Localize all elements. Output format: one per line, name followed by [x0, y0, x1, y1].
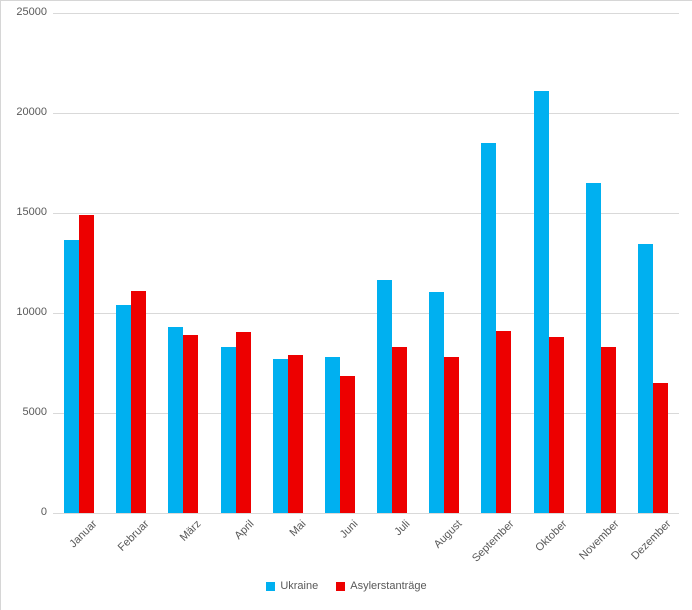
bar-ukraine-september[interactable]	[481, 143, 497, 513]
bar-group-juni	[314, 13, 366, 513]
bar-ukraine-dezember[interactable]	[637, 244, 653, 513]
bar-ukraine-juni[interactable]	[324, 357, 340, 513]
plot-area	[53, 13, 679, 514]
bar-ukraine-märz[interactable]	[168, 327, 184, 513]
bar-ukraine-juli[interactable]	[377, 280, 393, 513]
legend-swatch-icon	[336, 581, 346, 591]
gridline	[53, 213, 679, 214]
gridline	[53, 413, 679, 414]
bar-group-juli	[366, 13, 418, 513]
x-tick-label-januar: Januar	[67, 518, 100, 551]
gridline	[53, 313, 679, 314]
x-axis-line	[53, 513, 679, 514]
bar-group-april	[210, 13, 262, 513]
y-tick-label: 10000	[16, 306, 47, 318]
bar-asylerstanträge-februar[interactable]	[131, 291, 147, 513]
legend: Ukraine Asylerstanträge	[1, 580, 692, 592]
y-tick-label: 20000	[16, 106, 47, 118]
gridline	[53, 13, 679, 14]
bar-asylerstanträge-april[interactable]	[235, 332, 251, 513]
bar-asylerstanträge-januar[interactable]	[79, 215, 95, 513]
bar-groups	[53, 13, 679, 513]
bar-ukraine-oktober[interactable]	[533, 91, 549, 513]
bar-asylerstanträge-mai[interactable]	[287, 355, 303, 513]
bar-asylerstanträge-märz[interactable]	[183, 335, 199, 513]
y-tick-label: 15000	[16, 206, 47, 218]
bar-group-mai	[262, 13, 314, 513]
bar-group-januar	[53, 13, 105, 513]
bar-asylerstanträge-oktober[interactable]	[548, 337, 564, 513]
bar-ukraine-mai[interactable]	[272, 359, 288, 513]
bar-ukraine-januar[interactable]	[64, 240, 80, 513]
gridline	[53, 113, 679, 114]
legend-item-ukraine[interactable]: Ukraine	[266, 580, 318, 592]
legend-label: Ukraine	[280, 580, 319, 592]
y-tick-label: 5000	[22, 406, 47, 418]
legend-swatch-icon	[266, 581, 276, 591]
bar-ukraine-april[interactable]	[220, 347, 236, 513]
bar-group-november	[575, 13, 627, 513]
bar-group-märz	[157, 13, 209, 513]
legend-item-asylerstanträge[interactable]: Asylerstanträge	[336, 580, 427, 592]
bar-asylerstanträge-dezember[interactable]	[652, 383, 668, 513]
bar-group-september	[470, 13, 522, 513]
y-tick-label: 25000	[16, 6, 47, 18]
bar-asylerstanträge-juni[interactable]	[339, 376, 355, 513]
bar-ukraine-februar[interactable]	[116, 305, 132, 513]
bar-group-dezember	[627, 13, 679, 513]
legend-label: Asylerstanträge	[350, 580, 427, 592]
bar-asylerstanträge-juli[interactable]	[392, 347, 408, 513]
y-tick-label: 0	[40, 506, 47, 518]
bar-ukraine-november[interactable]	[585, 183, 601, 513]
bar-group-februar	[105, 13, 157, 513]
bar-asylerstanträge-september[interactable]	[496, 331, 512, 513]
bar-asylerstanträge-august[interactable]	[444, 357, 460, 513]
bar-ukraine-august[interactable]	[429, 292, 445, 513]
bar-group-august	[418, 13, 470, 513]
bar-asylerstanträge-november[interactable]	[600, 347, 616, 513]
bar-group-oktober	[523, 13, 575, 513]
